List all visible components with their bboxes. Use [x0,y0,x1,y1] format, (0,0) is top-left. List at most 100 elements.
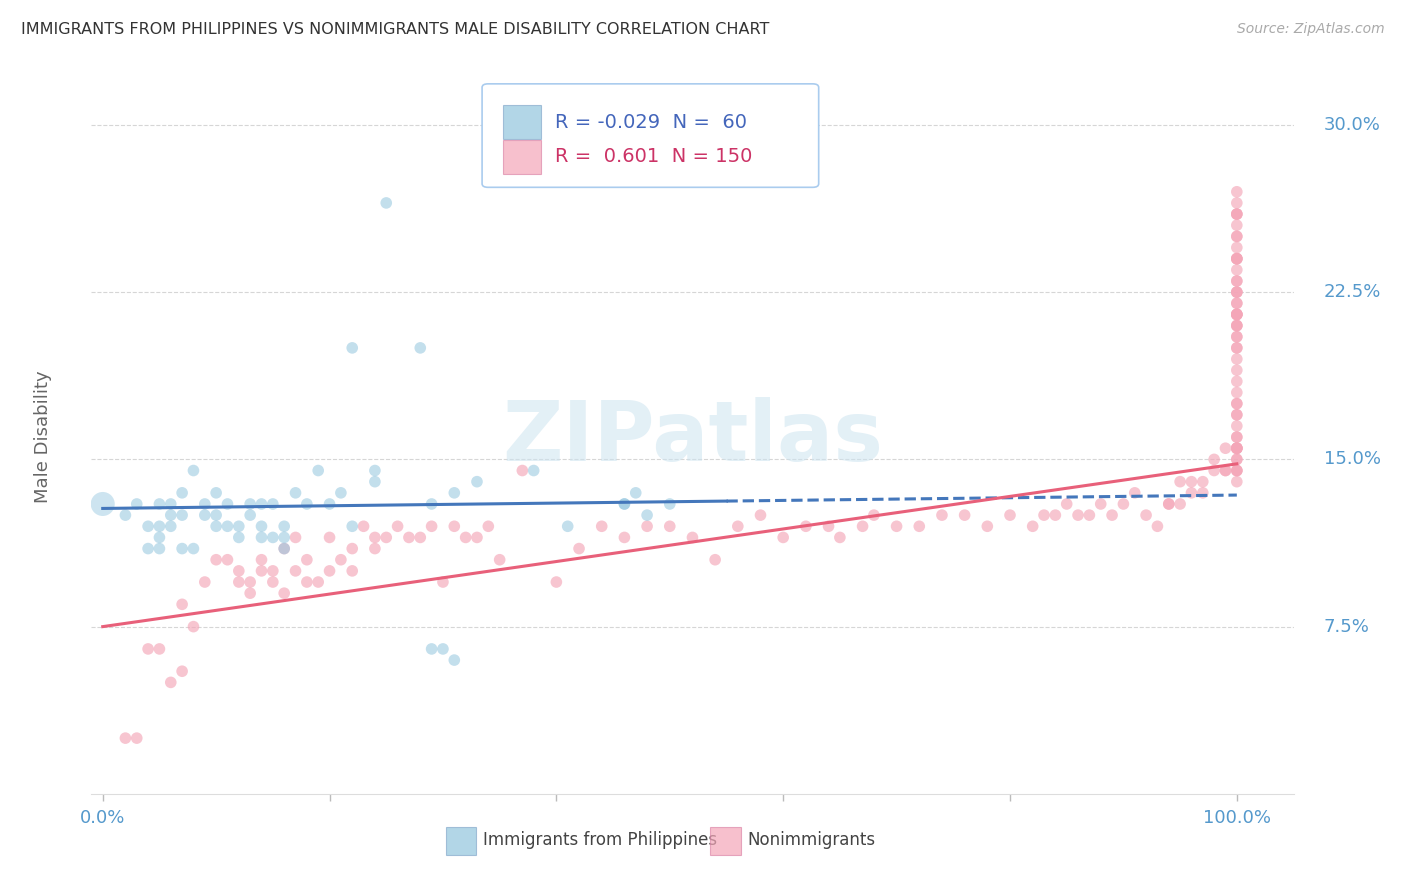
Point [1226,307,1249,322]
Point [1226,252,1249,266]
Point [295,552,318,567]
Point [273,519,295,533]
Point [1180,475,1202,489]
Point [273,586,295,600]
Text: 22.5%: 22.5% [1323,283,1381,301]
Point [136,519,159,533]
Point [262,564,284,578]
Point [1226,351,1249,366]
Point [1226,262,1249,277]
Point [1215,464,1237,478]
Point [1226,341,1249,355]
Point [125,497,148,511]
Point [364,475,387,489]
Point [148,519,170,533]
Point [1226,441,1249,455]
Point [364,530,387,544]
Point [1226,307,1249,322]
Point [1226,207,1249,221]
Point [465,475,488,489]
Text: 30.0%: 30.0% [1323,116,1381,134]
Point [1226,341,1249,355]
Point [1226,408,1249,422]
Point [1226,207,1249,221]
Point [125,731,148,746]
Point [194,508,217,523]
Point [1226,408,1249,422]
Point [183,464,205,478]
Point [613,497,636,511]
Point [886,519,908,533]
Point [998,508,1021,523]
Point [329,552,352,567]
Point [1226,296,1249,310]
Point [976,519,998,533]
Point [1168,475,1191,489]
Point [908,519,931,533]
Point [1226,307,1249,322]
Point [1226,185,1249,199]
Point [1226,396,1249,410]
Point [1226,307,1249,322]
Text: Nonimmigrants: Nonimmigrants [748,831,876,849]
Point [1191,475,1213,489]
Point [1226,419,1249,434]
Point [172,664,194,679]
Point [420,519,443,533]
Text: R =  0.601  N = 150: R = 0.601 N = 150 [555,147,752,166]
Point [1226,330,1249,344]
Point [159,497,181,511]
Point [658,519,681,533]
Point [1226,252,1249,266]
Point [273,541,295,556]
Point [172,508,194,523]
Point [1226,464,1249,478]
Point [148,497,170,511]
Point [1215,464,1237,478]
Point [1226,452,1249,467]
Point [443,485,465,500]
Point [1226,363,1249,377]
Point [465,530,488,544]
Point [1226,430,1249,444]
Point [613,530,636,544]
Point [239,508,262,523]
Point [1226,385,1249,400]
Point [1033,508,1056,523]
Point [409,530,432,544]
Point [749,508,772,523]
Point [1226,195,1249,210]
Text: Source: ZipAtlas.com: Source: ZipAtlas.com [1237,22,1385,37]
Point [636,519,658,533]
FancyBboxPatch shape [482,84,818,187]
Point [658,497,681,511]
Point [1146,519,1168,533]
Point [523,464,546,478]
Point [284,530,307,544]
Point [183,619,205,633]
Point [228,530,250,544]
Point [194,575,217,590]
Point [1191,485,1213,500]
Point [546,575,568,590]
Point [284,485,307,500]
Point [1226,441,1249,455]
Point [1226,252,1249,266]
Point [772,530,794,544]
Point [329,485,352,500]
Point [307,575,329,590]
Point [205,519,228,533]
Point [364,541,387,556]
Point [1021,519,1043,533]
Point [420,642,443,657]
Point [1226,475,1249,489]
Point [250,497,273,511]
Text: Male Disability: Male Disability [34,371,52,503]
Point [1226,318,1249,333]
Point [681,530,703,544]
Point [262,497,284,511]
Point [239,586,262,600]
Point [364,464,387,478]
FancyBboxPatch shape [710,828,741,855]
Point [851,519,873,533]
